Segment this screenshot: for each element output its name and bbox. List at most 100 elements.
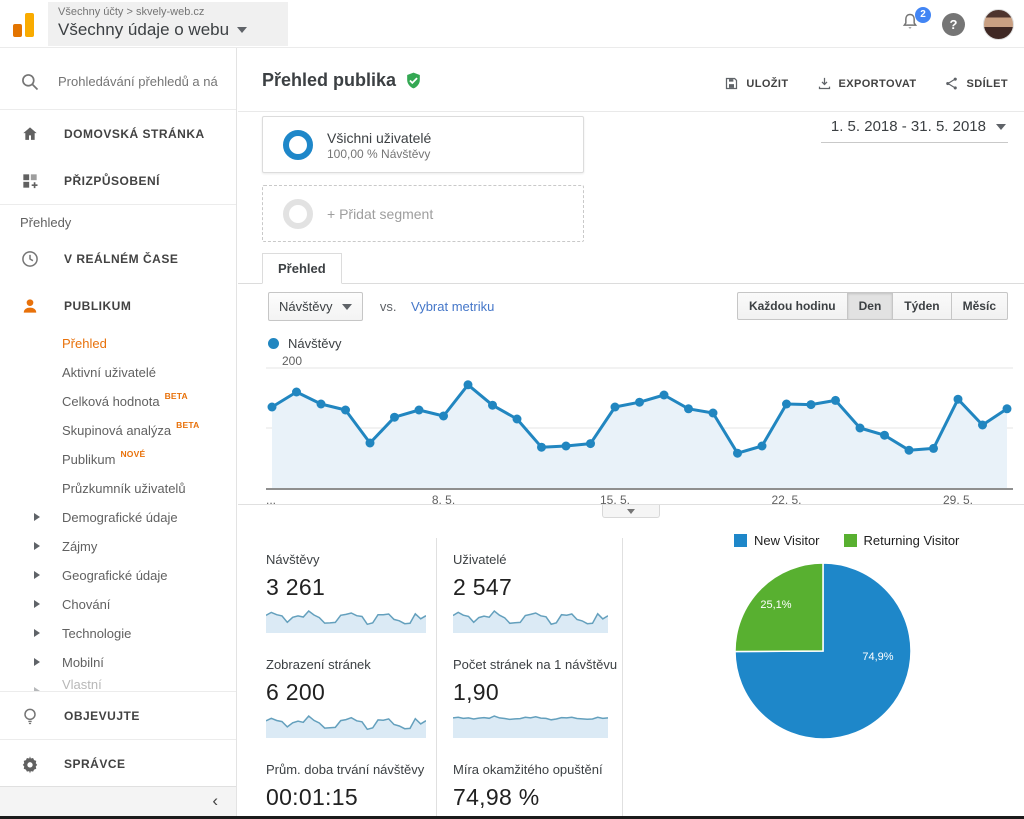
- metric-label: Návštěvy: [266, 552, 320, 567]
- collapse-chart-button[interactable]: [602, 505, 660, 518]
- bell-icon: [902, 13, 918, 29]
- divider: [0, 204, 236, 205]
- expand-arrow-icon: [34, 571, 40, 579]
- date-range: 1. 5. 2018 - 31. 5. 2018: [830, 118, 986, 135]
- metrics-summary: Návštěvy 3 261 Uživatelé 2 547 Zobrazení…: [266, 538, 660, 819]
- select-metric-link[interactable]: Vybrat metriku: [411, 299, 495, 314]
- metric-value: 74,98 %: [453, 784, 540, 810]
- save-button[interactable]: ULOŽIT: [724, 76, 788, 91]
- sidebar-subitem-overview[interactable]: Přehled: [0, 329, 236, 358]
- gear-icon: [22, 755, 38, 773]
- account-property-selector[interactable]: Všechny účty > skvely-web.cz Všechny úda…: [48, 2, 288, 46]
- returning-visitor-swatch-icon: [843, 534, 857, 547]
- legend-label: New Visitor: [754, 533, 820, 548]
- metric-value: 1,90: [453, 679, 499, 705]
- sidebar-subitem-active-users[interactable]: Aktivní uživatelé: [0, 358, 236, 387]
- vs-label: vs.: [379, 299, 397, 314]
- lightbulb-icon: [24, 708, 36, 724]
- segment-name: Všichni uživatelé: [327, 129, 432, 146]
- avatar[interactable]: [983, 8, 1014, 40]
- analytics-logo[interactable]: [13, 11, 41, 37]
- customization-icon: [23, 173, 38, 188]
- breadcrumb: Všechny účty > skvely-web.cz: [58, 6, 205, 18]
- action-label: ULOŽIT: [746, 77, 789, 90]
- topbar-actions: 2 ?: [900, 0, 1014, 48]
- add-segment-button[interactable]: + Přidat segment: [262, 185, 584, 242]
- sidebar-item-audience[interactable]: PUBLIKUM: [0, 282, 236, 329]
- granularity-week-button[interactable]: Týden: [893, 292, 952, 320]
- date-range-selector[interactable]: 1. 5. 2018 - 31. 5. 2018: [820, 118, 1008, 143]
- metric-label: Míra okamžitého opuštění: [453, 762, 603, 777]
- beta-badge: BETA: [176, 420, 200, 430]
- sidebar-item-home[interactable]: DOMOVSKÁ STRÁNKA: [0, 110, 236, 157]
- legend-new-visitor: New Visitor: [734, 533, 820, 548]
- sidebar-item-realtime[interactable]: V REÁLNÉM ČASE: [0, 235, 236, 282]
- chart-legend: Návštěvy: [268, 336, 341, 351]
- metric-dropdown[interactable]: Návštěvy: [268, 292, 364, 321]
- sidebar-subitem-mobile[interactable]: Mobilní: [0, 648, 236, 677]
- metric-label: Uživatelé: [453, 552, 507, 567]
- segment-donut-icon: [283, 198, 313, 229]
- segment-detail: 100,00 % Návštěvy: [327, 146, 431, 161]
- metric-card-users[interactable]: Uživatelé 2 547: [436, 538, 623, 643]
- notification-badge: 2: [915, 7, 931, 23]
- visitor-type-pie-chart: 74,9% 25,1%: [734, 562, 912, 740]
- search-input[interactable]: [56, 73, 228, 90]
- sidebar-subitem-cohort-analysis[interactable]: Skupinová analýza BETA: [0, 416, 236, 445]
- share-button[interactable]: SDÍLET: [944, 76, 1008, 91]
- sidebar-search[interactable]: [0, 48, 236, 110]
- sidebar-subitem-custom[interactable]: Vlastní: [0, 677, 236, 691]
- metric-label: Zobrazení stránek: [266, 657, 371, 672]
- segment-all-users[interactable]: Všichni uživatelé 100,00 % Návštěvy: [262, 116, 584, 173]
- collapse-sidebar-icon: ‹: [212, 791, 218, 810]
- chevron-down-icon: [342, 303, 353, 310]
- granularity-day-button[interactable]: Den: [847, 292, 894, 320]
- metric-card-pages-per-visit[interactable]: Počet stránek na 1 návštěvu 1,90: [436, 643, 623, 748]
- subitem-label: Chování: [62, 597, 111, 612]
- subitem-label: Geografické údaje: [62, 568, 168, 583]
- x-axis-label: 22. 5.: [771, 493, 802, 507]
- sidebar-subitem-behavior[interactable]: Chování: [0, 590, 236, 619]
- sidebar-subitem-lifetime-value[interactable]: Celková hodnota BETA: [0, 387, 236, 416]
- x-axis-label: 8. 5.: [431, 493, 456, 507]
- subitem-label: Aktivní uživatelé: [62, 365, 156, 380]
- tab-overview[interactable]: Přehled: [262, 253, 342, 284]
- sidebar-item-label: SPRÁVCE: [64, 756, 126, 771]
- metric-card-pageviews[interactable]: Zobrazení stránek 6 200: [266, 643, 436, 748]
- sidebar: DOMOVSKÁ STRÁNKA PŘIZPŮSOBENÍ Přehledy V…: [0, 48, 237, 816]
- sidebar-subitem-technology[interactable]: Technologie: [0, 619, 236, 648]
- sidebar-item-admin[interactable]: SPRÁVCE: [0, 740, 236, 787]
- sidebar-item-discover[interactable]: OBJEVUJTE: [0, 692, 236, 739]
- legend-returning-visitor: Returning Visitor: [843, 533, 959, 548]
- sidebar-item-customization[interactable]: PŘIZPŮSOBENÍ: [0, 157, 236, 204]
- export-button[interactable]: EXPORTOVAT: [817, 76, 917, 91]
- subitem-label: Publikum: [62, 452, 116, 467]
- subitem-label: Přehled: [62, 336, 107, 351]
- metric-card-bounce-rate[interactable]: Míra okamžitého opuštění 74,98 %: [436, 748, 623, 819]
- sidebar-collapse-bar[interactable]: ‹: [0, 786, 236, 816]
- help-button[interactable]: ?: [942, 12, 965, 36]
- subitem-label: Skupinová analýza: [62, 423, 172, 438]
- granularity-buttons: Každou hodinu Den Týden Měsíc: [736, 292, 1008, 320]
- subitem-label: Technologie: [62, 626, 132, 641]
- download-icon: [818, 77, 830, 90]
- expand-arrow-icon: [34, 513, 40, 521]
- selected-metric: Návštěvy: [279, 299, 333, 314]
- metric-card-visits[interactable]: Návštěvy 3 261: [266, 538, 436, 643]
- sidebar-subitem-interests[interactable]: Zájmy: [0, 532, 236, 561]
- reports-section-label: Přehledy: [20, 215, 72, 230]
- share-icon: [946, 77, 958, 90]
- metric-card-avg-duration[interactable]: Prům. doba trvání návštěvy 00:01:15: [266, 748, 436, 819]
- sidebar-subitem-demographics[interactable]: Demografické údaje: [0, 503, 236, 532]
- subitem-label: Celková hodnota: [62, 394, 160, 409]
- notifications-button[interactable]: 2: [900, 7, 931, 36]
- granularity-hourly-button[interactable]: Každou hodinu: [736, 292, 848, 320]
- sidebar-subitem-user-explorer[interactable]: Průzkumník uživatelů: [0, 474, 236, 503]
- sidebar-subitem-geo[interactable]: Geografické údaje: [0, 561, 236, 590]
- expand-arrow-icon: [34, 600, 40, 608]
- metric-value: 3 261: [266, 574, 326, 600]
- sidebar-subitem-audiences[interactable]: Publikum NOVÉ: [0, 445, 236, 474]
- granularity-month-button[interactable]: Měsíc: [951, 292, 1008, 320]
- question-icon: ?: [949, 16, 958, 32]
- metric-label: Počet stránek na 1 návštěvu: [453, 657, 618, 672]
